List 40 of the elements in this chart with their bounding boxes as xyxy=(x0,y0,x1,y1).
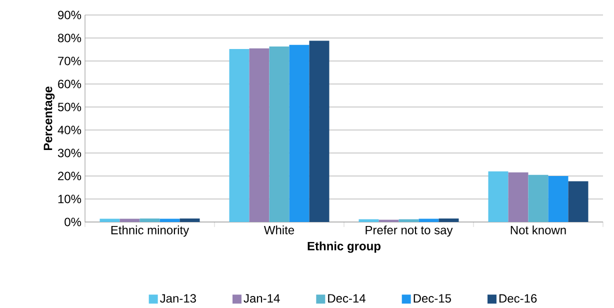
y-tick-label: 50% xyxy=(58,102,82,112)
x-tick-label: Prefer not to say xyxy=(366,225,453,237)
bar xyxy=(528,174,548,222)
bar xyxy=(488,171,508,222)
legend-label: Jan-14 xyxy=(244,294,280,303)
bar xyxy=(289,44,310,222)
y-tick-label: 40% xyxy=(58,126,82,134)
legend-label: Dec-15 xyxy=(414,294,452,303)
bar xyxy=(160,218,180,222)
y-tick-label: 20% xyxy=(58,172,82,180)
bar xyxy=(229,49,250,222)
y-tick-label: 30% xyxy=(58,148,82,158)
bar xyxy=(269,46,290,222)
bar xyxy=(120,218,140,222)
y-axis-title: Percentage xyxy=(44,86,55,150)
y-tick-label: 90% xyxy=(58,10,82,20)
y-tick-label: 0% xyxy=(64,218,82,226)
y-tick-label: 60% xyxy=(58,80,82,88)
bar xyxy=(508,172,528,222)
bar xyxy=(358,219,379,222)
bar xyxy=(140,218,160,222)
legend-label: Dec-16 xyxy=(499,294,537,303)
bar xyxy=(418,218,439,222)
y-tick-label: 80% xyxy=(58,34,82,42)
x-tick-label: Not known xyxy=(510,225,566,234)
y-tick-label: 10% xyxy=(58,194,82,204)
bar xyxy=(438,218,459,222)
bar xyxy=(180,218,200,222)
x-tick-label: Ethnic minority xyxy=(111,225,190,237)
bar xyxy=(568,181,588,222)
bar xyxy=(309,40,330,222)
bar xyxy=(398,219,419,222)
legend-label: Jan-13 xyxy=(160,294,196,303)
x-axis-title: Ethnic group xyxy=(308,242,381,253)
bar xyxy=(249,48,270,222)
y-tick-label: 70% xyxy=(58,56,82,66)
x-tick-label: White xyxy=(264,225,294,234)
legend-label: Dec-14 xyxy=(328,294,366,303)
bar xyxy=(548,176,568,222)
bar xyxy=(100,218,120,222)
